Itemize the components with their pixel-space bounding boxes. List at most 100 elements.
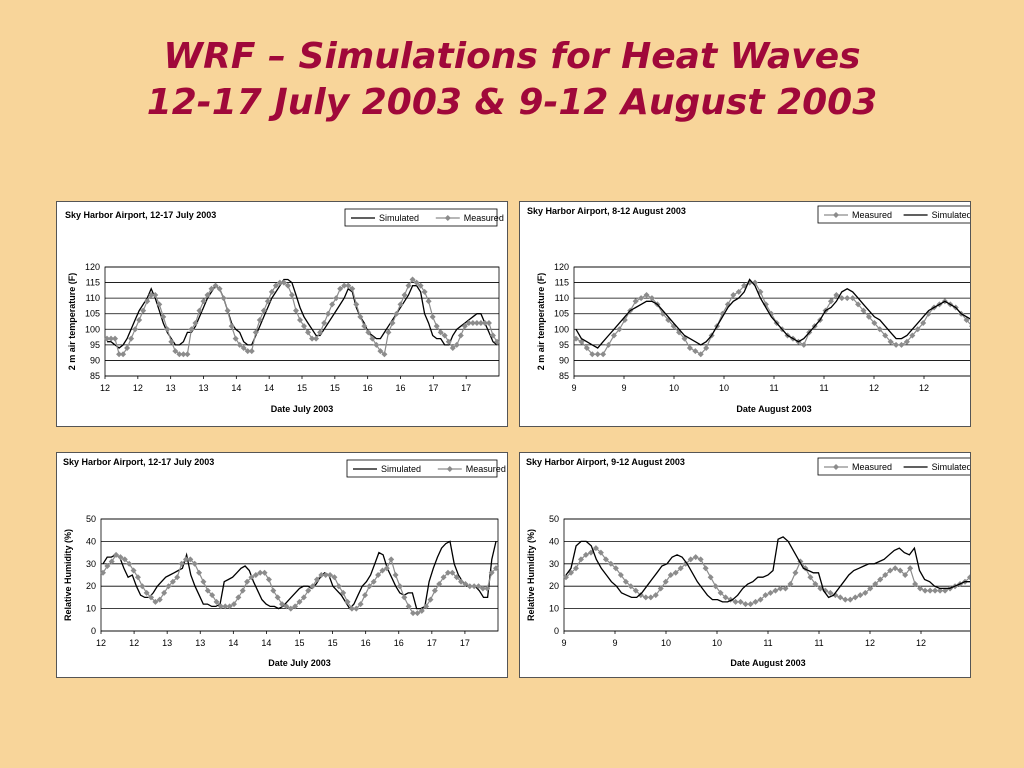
y-axis-label: 2 m air temperature (F) [536, 273, 546, 371]
data-point-measured [453, 574, 460, 581]
data-point-measured [231, 601, 237, 608]
data-point-measured [838, 295, 845, 302]
data-point-measured [169, 578, 176, 585]
data-point-measured [703, 344, 710, 351]
y-tick-label: 50 [86, 514, 96, 524]
data-point-measured [325, 310, 332, 317]
data-point-measured [335, 583, 342, 590]
data-point-measured [461, 323, 468, 330]
data-point-measured [610, 332, 617, 339]
data-point-measured [268, 288, 275, 295]
data-point-measured [283, 603, 290, 610]
data-point-measured [401, 594, 408, 601]
data-point-measured [597, 549, 604, 556]
data-point-measured [362, 592, 368, 599]
legend-box [346, 459, 498, 478]
data-point-measured [389, 320, 396, 327]
y-tick-label: 120 [554, 262, 569, 272]
x-tick-label: 9 [621, 383, 626, 393]
legend-marker [833, 464, 839, 470]
data-point-measured [920, 320, 927, 327]
data-point-measured [340, 589, 347, 596]
data-point-measured [457, 332, 464, 339]
data-point-measured [647, 594, 654, 601]
data-point-measured [388, 556, 395, 563]
data-point-measured [882, 332, 889, 339]
x-tick-label: 14 [228, 638, 238, 648]
data-point-measured [132, 326, 139, 333]
data-point-measured [927, 587, 934, 594]
data-point-measured [327, 572, 334, 578]
data-point-measured [475, 583, 482, 590]
data-point-measured [305, 329, 312, 336]
data-point-measured [735, 288, 742, 295]
data-point-measured [659, 310, 666, 317]
data-point-measured [288, 292, 295, 299]
data-point-measured [239, 587, 246, 594]
y-axis-label: Relative Humidity (%) [526, 529, 536, 621]
x-tick-label: 13 [166, 383, 176, 393]
data-point-measured [481, 320, 488, 327]
data-point-measured [188, 326, 195, 333]
data-point-measured [594, 351, 601, 358]
chart-temp-july: Sky Harbor Airport, 12-17 July 2003 85 90 9… [65, 208, 504, 414]
chart-legend: Measured Simulated [817, 457, 970, 476]
x-axis-label: Date July 2003 [268, 658, 331, 668]
data-point-measured [648, 295, 655, 302]
data-point-measured [898, 341, 905, 348]
data-point-measured [732, 598, 739, 605]
y-tick-label: 95 [90, 340, 100, 350]
data-point-measured [893, 341, 900, 348]
x-tick-label: 9 [612, 638, 617, 648]
data-point-measured [161, 589, 168, 596]
data-point-measured [148, 594, 155, 601]
legend-label: Measured [466, 464, 506, 474]
data-point-measured [156, 596, 163, 603]
data-point-measured [104, 563, 111, 570]
data-point-measured [681, 335, 688, 342]
data-point-measured [213, 598, 220, 605]
data-point-measured [321, 320, 328, 327]
data-point-measured [272, 282, 279, 289]
chart-title: Sky Harbor Airport, 8-12 August 2003 [527, 206, 686, 216]
x-tick-label: 12 [129, 638, 139, 648]
legend-label: Simulated [932, 462, 970, 472]
data-point-measured [136, 316, 143, 323]
data-point-measured [148, 292, 155, 299]
data-point-measured [638, 295, 645, 302]
data-point-measured [134, 574, 141, 581]
data-point-measured [200, 298, 207, 305]
data-point-measured [112, 335, 119, 342]
x-tick-label: 17 [428, 383, 438, 393]
chart-panel-rh-july: Sky Harbor Airport, 12-17 July 2003 0 10 20… [56, 452, 508, 678]
y-tick-label: 110 [555, 293, 569, 303]
x-tick-label: 16 [395, 383, 405, 393]
data-point-measured [284, 282, 291, 289]
data-point-measured [862, 589, 869, 596]
data-point-measured [837, 594, 844, 601]
data-point-measured [897, 567, 904, 574]
data-point-measured [440, 574, 447, 581]
y-tick-label: 20 [549, 581, 559, 591]
data-point-measured [168, 338, 175, 345]
data-point-measured [156, 301, 163, 308]
x-tick-label: 16 [363, 383, 373, 393]
data-point-measured [489, 332, 496, 339]
data-point-measured [967, 574, 970, 581]
y-tick-label: 0 [91, 626, 96, 636]
data-point-measured [627, 583, 634, 590]
data-point-measured [366, 583, 373, 590]
data-point-measured [191, 560, 198, 567]
data-point-measured [583, 344, 590, 351]
legend-label: Simulated [379, 213, 419, 223]
x-tick-label: 11 [769, 383, 778, 393]
x-tick-label: 13 [195, 638, 205, 648]
chart-title: Sky Harbor Airport, 12-17 July 2003 [65, 210, 216, 220]
data-point-measured [912, 580, 919, 587]
data-point-measured [257, 569, 264, 576]
data-point-measured [587, 549, 594, 556]
data-point-measured [462, 580, 469, 587]
data-point-measured [421, 288, 428, 295]
x-tick-label: 15 [328, 638, 338, 648]
data-point-measured [466, 583, 473, 590]
